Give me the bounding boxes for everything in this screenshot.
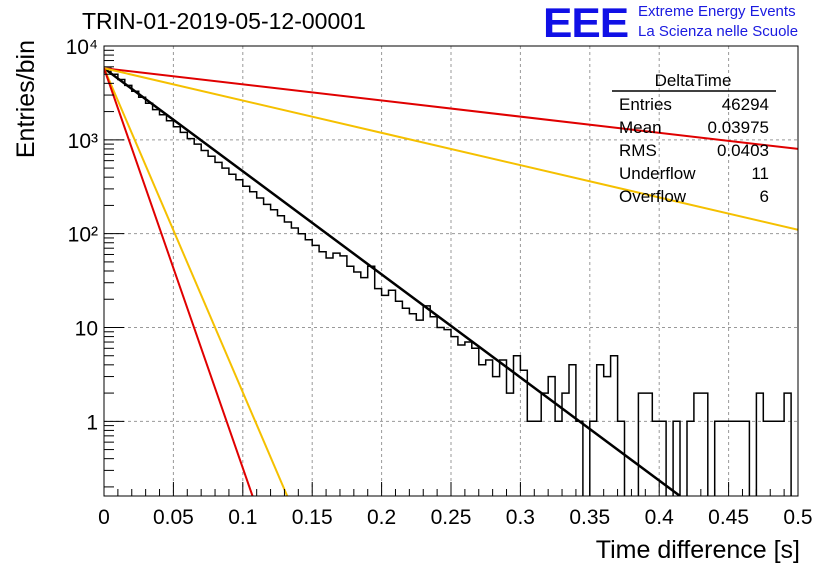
y-tick-label: 10 xyxy=(75,317,98,340)
stats-value-mean: 0.03975 xyxy=(708,118,769,137)
axis-ticks xyxy=(103,45,799,496)
stats-label-underflow: Underflow xyxy=(619,164,696,183)
x-tick-label: 0.4 xyxy=(645,506,675,529)
x-tick-label: 0.45 xyxy=(708,506,749,529)
y-tick-labels: 1 10 10² 10³ 10⁴ xyxy=(66,36,98,434)
stats-value-entries: 46294 xyxy=(722,95,769,114)
fit-curves xyxy=(104,67,798,496)
y-tick-label: 10² xyxy=(68,224,98,247)
x-tick-label: 0.15 xyxy=(292,506,333,529)
y-tick-label: 10⁴ xyxy=(66,36,98,59)
stats-value-overflow: 6 xyxy=(760,187,769,206)
x-tick-label: 0.35 xyxy=(569,506,610,529)
x-tick-labels: 0 0.05 0.1 0.15 0.2 0.25 0.3 0.35 0.4 0.45 0.5 xyxy=(98,506,812,529)
stats-label-entries: Entries xyxy=(619,95,672,114)
chart-title: TRIN-01-2019-05-12-00001 xyxy=(82,8,366,34)
fit-line xyxy=(104,67,681,496)
fit-line xyxy=(104,67,798,231)
stats-value-underflow: 11 xyxy=(751,164,769,183)
stats-label-rms: RMS xyxy=(619,141,657,160)
stats-label-mean: Mean xyxy=(619,118,662,137)
x-tick-label: 0.05 xyxy=(153,506,194,529)
histogram-outline xyxy=(104,67,792,496)
y-axis-label: Entries/bin xyxy=(12,40,40,158)
stats-label-overflow: Overflow xyxy=(619,187,687,206)
x-axis-label: Time difference [s] xyxy=(596,536,800,564)
x-tick-label: 0 xyxy=(98,506,110,529)
stats-name: DeltaTime xyxy=(655,71,732,90)
stats-value-rms: 0.0403 xyxy=(717,141,769,160)
y-tick-label: 10³ xyxy=(68,130,98,153)
x-tick-label: 0.25 xyxy=(431,506,472,529)
stats-box: DeltaTime Entries 46294 Mean 0.03975 RMS… xyxy=(612,71,776,206)
x-tick-label: 0.1 xyxy=(228,506,257,529)
y-tick-label: 1 xyxy=(86,411,98,434)
fit-line xyxy=(104,67,289,496)
fit-line xyxy=(104,67,254,496)
logo-line-1: Extreme Energy Events xyxy=(638,3,796,20)
eee-logo-mark: EEE xyxy=(543,0,629,46)
grid-lines xyxy=(104,46,798,496)
logo-line-2: La Scienza nelle Scuole xyxy=(638,23,799,40)
fit-line xyxy=(104,67,798,150)
histogram-series xyxy=(104,67,792,496)
x-tick-label: 0.5 xyxy=(783,506,812,529)
x-tick-label: 0.3 xyxy=(506,506,535,529)
x-tick-label: 0.2 xyxy=(367,506,396,529)
